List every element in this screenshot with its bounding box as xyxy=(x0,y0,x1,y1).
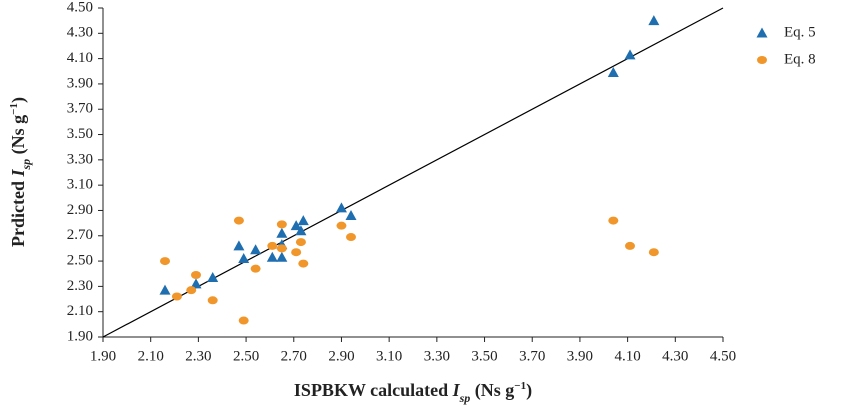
legend-label: Eq. 5 xyxy=(784,24,816,40)
y-tick-label: 3.70 xyxy=(67,101,93,117)
point xyxy=(297,215,309,226)
axis-title-part: (Ns g xyxy=(8,115,29,159)
point xyxy=(266,251,278,262)
point xyxy=(298,259,309,268)
y-tick-label: 2.10 xyxy=(67,303,93,319)
point xyxy=(295,225,307,236)
point xyxy=(624,49,636,60)
x-tick-label: 3.30 xyxy=(424,348,450,364)
axis-title-part: (Ns g xyxy=(470,380,514,401)
point xyxy=(250,244,262,255)
axis-title-part: I xyxy=(8,168,28,177)
point xyxy=(233,216,244,225)
y-tick-label: 4.10 xyxy=(67,50,93,66)
x-tick-label: 2.30 xyxy=(185,348,211,364)
x-tick-label: 3.70 xyxy=(519,348,545,364)
axis-title-part: ) xyxy=(526,380,532,401)
y-tick-label: 3.90 xyxy=(67,75,93,91)
y-tick-label: 3.50 xyxy=(67,126,93,142)
point xyxy=(346,233,356,242)
point xyxy=(291,248,302,257)
point xyxy=(295,238,306,247)
axis-title-part: ISPBKW calculated xyxy=(294,380,453,400)
x-tick-label: 2.90 xyxy=(328,348,354,364)
point xyxy=(608,216,619,225)
point xyxy=(238,253,250,264)
point xyxy=(648,15,660,26)
x-tick-label: 1.90 xyxy=(90,348,116,364)
point xyxy=(191,270,201,279)
point xyxy=(336,221,347,230)
legend-marker xyxy=(757,56,767,64)
point xyxy=(625,241,635,250)
y-tick-label: 3.10 xyxy=(67,177,93,193)
point xyxy=(190,278,202,289)
legend-label: Eq. 8 xyxy=(784,51,816,67)
point xyxy=(160,257,170,266)
y-tick-label: 2.30 xyxy=(67,278,93,294)
point xyxy=(276,244,287,253)
x-tick-label: 2.50 xyxy=(233,348,259,364)
point xyxy=(186,286,197,295)
y-tick-label: 2.90 xyxy=(67,202,93,218)
x-tick-label: 4.30 xyxy=(662,348,688,364)
point xyxy=(207,296,218,305)
axis-title-part: Prdicted xyxy=(8,176,28,246)
point xyxy=(276,220,287,229)
y-tick-label: 2.70 xyxy=(67,227,93,243)
x-tick-label: 4.10 xyxy=(614,348,640,364)
reference-line xyxy=(102,7,724,338)
x-tick-label: 4.50 xyxy=(710,348,736,364)
x-axis-title: ISPBKW calculated Isp (Ns g−1) xyxy=(294,380,532,405)
point xyxy=(267,241,278,250)
x-tick-label: 2.10 xyxy=(138,348,164,364)
y-tick-label: 4.50 xyxy=(67,0,93,15)
point xyxy=(233,240,245,251)
point xyxy=(607,67,619,78)
point xyxy=(159,284,171,295)
y-tick-label: 1.90 xyxy=(67,328,93,344)
y-tick-label: 2.50 xyxy=(67,253,93,269)
point xyxy=(345,210,357,221)
axis-title-part: ) xyxy=(8,97,29,103)
x-tick-label: 3.10 xyxy=(376,348,402,364)
point xyxy=(335,202,347,213)
axis-title-part: sp xyxy=(459,391,471,405)
x-tick-label: 3.50 xyxy=(471,348,497,364)
point xyxy=(238,316,249,325)
axis-title-part: sp xyxy=(19,159,33,171)
y-tick-label: 4.30 xyxy=(67,25,93,41)
y-axis-title: Prdicted Isp (Ns g−1) xyxy=(8,97,33,247)
point xyxy=(648,248,659,257)
y-tick-label: 3.30 xyxy=(67,151,93,167)
point xyxy=(276,251,288,262)
axis-title-part: −1 xyxy=(8,103,20,115)
x-tick-label: 3.90 xyxy=(567,348,593,364)
point xyxy=(207,272,219,283)
axis-title-part: −1 xyxy=(514,380,526,392)
point xyxy=(250,264,261,273)
point xyxy=(276,227,288,238)
x-tick-label: 2.70 xyxy=(281,348,307,364)
point xyxy=(290,220,302,231)
point xyxy=(171,292,182,301)
legend-marker xyxy=(756,27,768,38)
axis-title-part: I xyxy=(452,380,461,400)
